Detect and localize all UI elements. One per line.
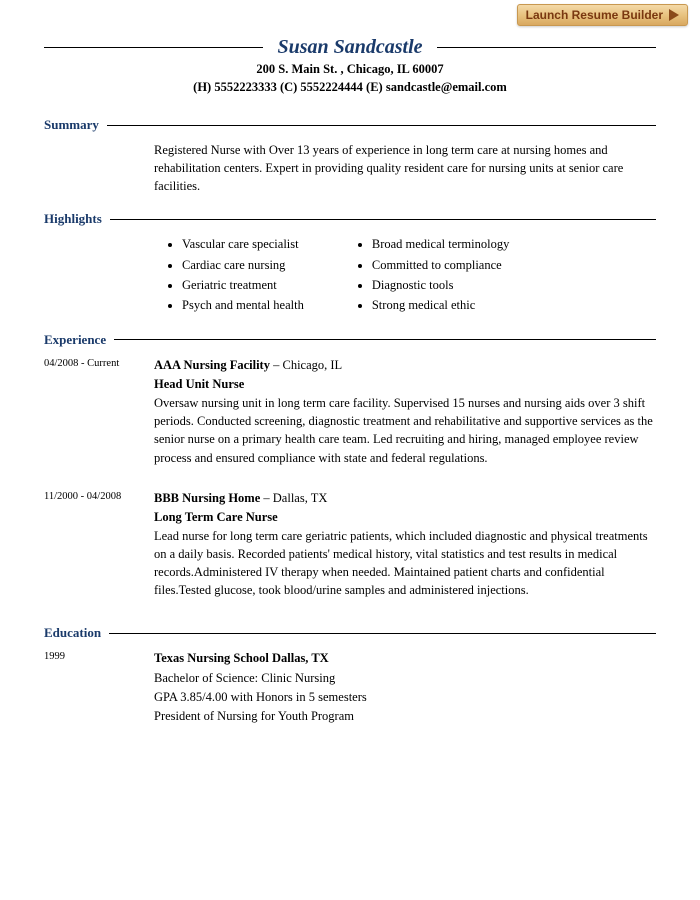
- experience-section: Experience 04/2008 - Current AAA Nursing…: [44, 332, 656, 600]
- experience-company: BBB Nursing Home: [154, 491, 260, 505]
- education-gpa: GPA 3.85/4.00 with Honors in 5 semesters: [154, 688, 656, 706]
- person-name: Susan Sandcastle: [273, 36, 426, 59]
- highlight-item: Vascular care specialist: [182, 235, 304, 253]
- education-dates: 1999: [44, 649, 154, 726]
- header-rule-right: [437, 47, 656, 48]
- highlight-item: Psych and mental health: [182, 296, 304, 314]
- highlight-item: Geriatric treatment: [182, 276, 304, 294]
- address-line: 200 S. Main St. , Chicago, IL 60007: [44, 62, 656, 77]
- experience-description: Lead nurse for long term care geriatric …: [154, 527, 656, 600]
- experience-role: Long Term Care Nurse: [154, 508, 656, 526]
- experience-location: Chicago, IL: [282, 358, 342, 372]
- launch-resume-builder-button[interactable]: Launch Resume Builder: [517, 4, 688, 26]
- section-rule: [107, 125, 656, 126]
- experience-company: AAA Nursing Facility: [154, 358, 270, 372]
- resume-header: Susan Sandcastle 200 S. Main St. , Chica…: [44, 36, 656, 95]
- section-rule: [114, 339, 656, 340]
- summary-text: Registered Nurse with Over 13 years of e…: [154, 141, 656, 195]
- experience-dates: 11/2000 - 04/2008: [44, 489, 154, 600]
- play-icon: [669, 9, 679, 21]
- education-section: Education 1999 Texas Nursing School Dall…: [44, 625, 656, 726]
- highlight-item: Broad medical terminology: [372, 235, 509, 253]
- experience-role: Head Unit Nurse: [154, 375, 656, 393]
- experience-dates: 04/2008 - Current: [44, 356, 154, 467]
- highlights-column-1: Vascular care specialist Cardiac care nu…: [154, 235, 304, 316]
- experience-item: 04/2008 - Current AAA Nursing Facility –…: [44, 356, 656, 467]
- experience-item: 11/2000 - 04/2008 BBB Nursing Home – Dal…: [44, 489, 656, 600]
- section-title: Education: [44, 625, 101, 641]
- section-rule: [109, 633, 656, 634]
- highlight-item: Diagnostic tools: [372, 276, 509, 294]
- section-title: Summary: [44, 117, 99, 133]
- launch-button-label: Launch Resume Builder: [526, 8, 663, 22]
- education-activity: President of Nursing for Youth Program: [154, 707, 656, 725]
- section-title: Highlights: [44, 211, 102, 227]
- experience-location: Dallas, TX: [273, 491, 328, 505]
- experience-separator: –: [263, 491, 272, 505]
- education-degree: Bachelor of Science: Clinic Nursing: [154, 669, 656, 687]
- section-title: Experience: [44, 332, 106, 348]
- highlight-item: Cardiac care nursing: [182, 256, 304, 274]
- highlight-item: Strong medical ethic: [372, 296, 509, 314]
- resume-page: Susan Sandcastle 200 S. Main St. , Chica…: [0, 0, 700, 746]
- summary-section: Summary Registered Nurse with Over 13 ye…: [44, 117, 656, 195]
- contact-line: (H) 5552223333 (C) 5552224444 (E) sandca…: [44, 80, 656, 95]
- header-rule-left: [44, 47, 263, 48]
- experience-description: Oversaw nursing unit in long term care f…: [154, 394, 656, 467]
- section-rule: [110, 219, 656, 220]
- highlight-item: Committed to compliance: [372, 256, 509, 274]
- highlights-column-2: Broad medical terminology Committed to c…: [344, 235, 509, 316]
- education-school: Texas Nursing School Dallas, TX: [154, 651, 329, 665]
- highlights-section: Highlights Vascular care specialist Card…: [44, 211, 656, 316]
- education-item: 1999 Texas Nursing School Dallas, TX Bac…: [44, 649, 656, 726]
